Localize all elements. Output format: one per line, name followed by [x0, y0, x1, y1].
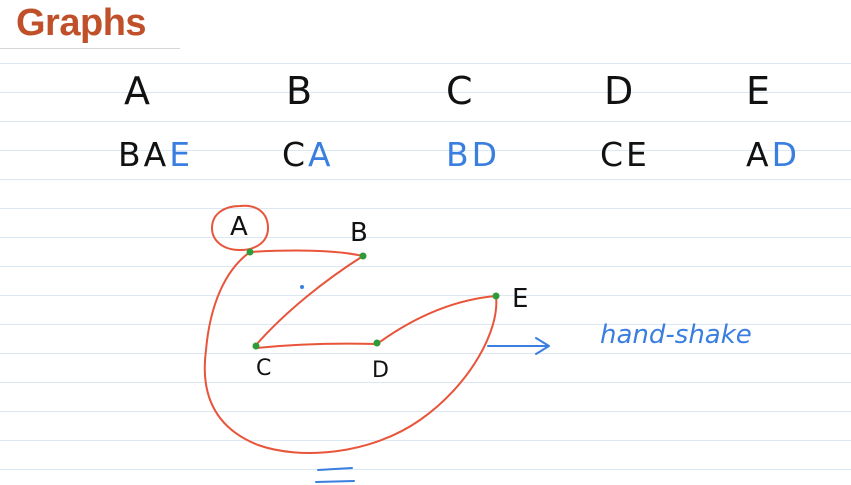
- neighbors-a-black: BA: [118, 135, 170, 174]
- node-label-b: B: [350, 218, 368, 248]
- neighbors-a-blue: E: [169, 135, 194, 174]
- node-b: [359, 252, 367, 260]
- edge-c-d: [255, 342, 378, 349]
- vertex-header-d: D: [604, 69, 634, 113]
- arrow-icon: [487, 337, 550, 355]
- vertex-header-e: E: [746, 69, 771, 113]
- node-d: [373, 339, 381, 347]
- edge-b-c: [255, 255, 364, 346]
- edge-e-a: [203, 251, 498, 454]
- vertex-header-b: B: [286, 69, 313, 113]
- neighbors-b-blue: A: [308, 135, 334, 174]
- neighbors-e-blue: D: [771, 135, 800, 174]
- vertex-header-a: A: [124, 69, 150, 113]
- page-title: Graphs: [16, 2, 147, 44]
- neighbors-c: BD: [446, 138, 500, 171]
- node-label-d: D: [372, 358, 389, 383]
- neighbors-d-black: CE: [600, 135, 650, 174]
- node-a-circle: [210, 204, 270, 252]
- vertex-header-c: C: [446, 69, 473, 113]
- node-label-c: C: [256, 356, 272, 381]
- title-underline: [0, 48, 180, 49]
- neighbors-d: CE: [600, 138, 650, 171]
- stray-dot: [300, 285, 304, 289]
- node-c: [252, 342, 260, 350]
- node-e: [492, 292, 500, 300]
- neighbors-e-black: A: [746, 135, 772, 174]
- bottom-equals-mark: [315, 467, 355, 483]
- edge-d-e: [376, 295, 497, 345]
- node-a: [246, 248, 254, 256]
- node-label-a: A: [230, 212, 248, 242]
- edge-a-b: [249, 249, 364, 257]
- node-label-e: E: [512, 284, 529, 314]
- title-band: [0, 0, 851, 48]
- neighbors-a: BAE: [118, 138, 193, 171]
- neighbors-b: CA: [282, 138, 334, 171]
- neighbors-c-blue: BD: [446, 135, 501, 174]
- handshake-annotation: hand-shake: [600, 320, 752, 350]
- neighbors-b-black: C: [282, 135, 309, 174]
- neighbors-e: AD: [746, 138, 800, 171]
